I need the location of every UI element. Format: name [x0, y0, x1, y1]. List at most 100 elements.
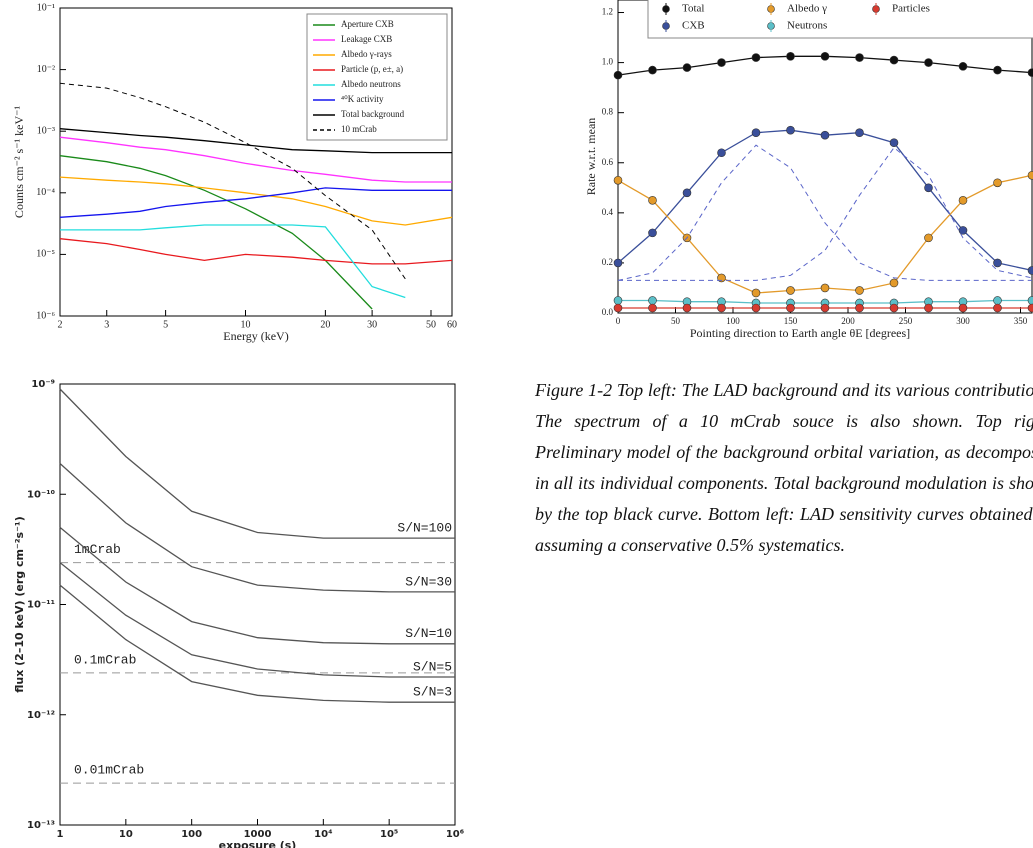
y-tick-label: 10⁻⁴ [36, 187, 55, 198]
series-line [59, 388, 455, 539]
legend-label: 10 mCrab [341, 124, 377, 134]
data-point [889, 303, 899, 313]
series-line [59, 526, 455, 645]
data-point [717, 148, 726, 158]
y-tick-label: 10⁻⁹ [31, 379, 55, 390]
series-line [59, 176, 453, 226]
data-point [682, 303, 692, 313]
data-point [613, 70, 623, 80]
legend-label: ⁴⁰K activity [341, 94, 384, 104]
data-point [751, 288, 761, 298]
reference-label: 0.01mCrab [74, 763, 144, 778]
data-point [786, 52, 795, 61]
y-tick-label: 0.8 [602, 107, 614, 117]
data-point [993, 178, 1002, 188]
x-tick-label: 3 [104, 319, 109, 330]
x-tick-label: 300 [956, 316, 970, 326]
data-point [1027, 303, 1033, 313]
data-point [958, 196, 968, 205]
series-label: S/N=10 [405, 626, 452, 641]
y-tick-label: 0.2 [602, 257, 613, 267]
series-line [59, 187, 452, 218]
data-point [958, 62, 968, 71]
data-point [924, 233, 933, 243]
series-line [59, 238, 453, 265]
y-tick-label: 10⁻¹¹ [27, 600, 55, 611]
x-axis-label: Energy (keV) [223, 329, 288, 343]
data-point [613, 175, 623, 185]
data-point [648, 65, 657, 75]
data-point [648, 296, 657, 305]
reference-label: 0.1mCrab [74, 652, 136, 667]
chart: 2 3 5 10 20 30 50 60 10⁻⁶ 10⁻⁵ 10⁻⁴ 10⁻³ 10⁻² 10⁻¹ Ene… [12, 2, 457, 342]
legend-label: CXB [682, 20, 705, 32]
plot-frame [59, 7, 453, 317]
y-tick-label: 10⁻¹³ [27, 820, 55, 831]
chart: 1 10 100 1000 10⁴ 10⁵ 10⁶ 10⁻¹³ 10⁻¹² 10⁻¹¹ 10⁻¹⁰ 1… [13, 379, 464, 848]
y-tick-label: 0.4 [602, 207, 614, 217]
data-point [648, 196, 657, 205]
data-point [786, 286, 795, 295]
y-axis-label: Counts cm⁻² s⁻¹ keV⁻¹ [12, 106, 26, 219]
x-tick-label: 200 [841, 316, 855, 326]
legend-label: Aperture CXB [341, 19, 394, 29]
x-tick-label: 10⁵ [380, 829, 398, 840]
legend-box [647, 0, 1033, 39]
x-tick-label: 1 [57, 829, 64, 840]
data-point [820, 52, 830, 61]
data-point [648, 228, 657, 238]
data-point [751, 303, 761, 313]
x-tick-label: 60 [447, 319, 457, 330]
y-tick-label: 10⁻³ [37, 125, 55, 136]
x-axis-label: Pointing direction to Earth angle θE [de… [690, 326, 910, 340]
data-point [751, 128, 761, 138]
data-point [855, 53, 864, 62]
series-line [617, 129, 1033, 272]
data-point [1027, 266, 1033, 275]
data-point [924, 183, 933, 193]
legend-label: Total background [341, 109, 405, 119]
y-tick-label: 10⁻¹ [37, 2, 55, 13]
legend-label: Albedo neutrons [341, 79, 401, 89]
plot-frame [617, 0, 1033, 314]
x-tick-label: 10⁴ [314, 829, 332, 840]
y-tick-label: 10⁻¹⁰ [27, 489, 55, 500]
data-point [613, 303, 623, 313]
reference-label: 1mCrab [74, 542, 121, 557]
chart: 0 50 100 150 200 250 300 350 0.0 0.2 0.4 0.6 0.8 1.0 1… [584, 0, 1033, 340]
y-tick-label: 10⁻⁵ [36, 249, 55, 260]
x-tick-label: 30 [367, 319, 377, 330]
data-point [786, 125, 795, 135]
data-point [958, 226, 968, 235]
series-line [59, 136, 452, 183]
y-tick-label: 1.2 [602, 7, 613, 17]
legend-label: Total [682, 3, 704, 15]
series-line [617, 174, 1033, 294]
data-point [889, 138, 899, 148]
data-point [958, 303, 968, 313]
data-point [786, 303, 795, 313]
x-tick-label: 50 [671, 316, 681, 326]
y-tick-label: 10⁻⁶ [36, 310, 55, 321]
x-tick-label: 50 [426, 319, 436, 330]
y-axis-label: Rate w.r.t. mean [584, 118, 598, 196]
data-point [820, 283, 830, 293]
series-line [59, 584, 455, 703]
series-line [617, 144, 1032, 281]
data-point [855, 286, 864, 295]
data-point [1027, 296, 1033, 305]
legend-label: Leakage CXB [341, 34, 392, 44]
legend-box [306, 13, 448, 141]
data-point [648, 303, 657, 313]
legend-label: Neutrons [787, 20, 827, 32]
data-point [682, 63, 692, 72]
y-tick-label: 1.0 [602, 57, 614, 67]
x-tick-label: 100 [726, 316, 740, 326]
x-tick-label: 2 [58, 319, 63, 330]
x-axis-label: exposure (s) [219, 839, 297, 848]
y-tick-label: 0.6 [602, 157, 614, 167]
series-line [59, 155, 373, 310]
data-point [682, 188, 692, 198]
